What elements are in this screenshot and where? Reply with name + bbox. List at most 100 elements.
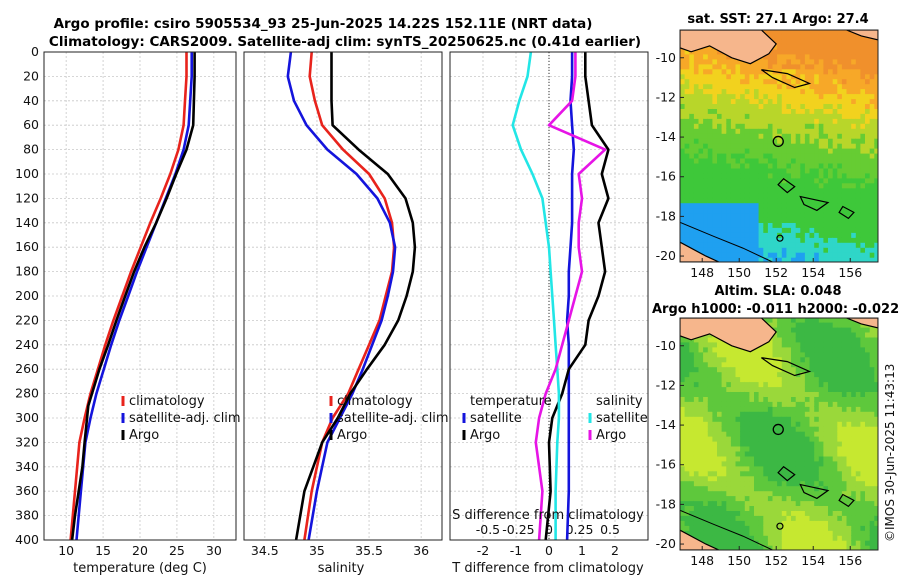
map-cell	[777, 227, 783, 233]
map-cell	[837, 396, 843, 402]
map-cell	[846, 411, 852, 417]
map-cell	[777, 148, 783, 154]
map-cell	[791, 172, 797, 179]
y-tick-label: 80	[23, 142, 39, 157]
map-cell	[703, 336, 709, 343]
map-cell	[823, 172, 829, 179]
map-cell	[823, 535, 829, 541]
map-cell	[874, 98, 878, 104]
map-cell	[749, 212, 755, 218]
map-cell	[767, 505, 774, 511]
map-cell	[804, 326, 811, 333]
map-cell	[703, 157, 709, 164]
map-cell	[684, 167, 690, 174]
map-cell	[865, 138, 871, 144]
map-cell	[735, 530, 741, 536]
map-cell	[717, 351, 723, 358]
map-cell	[814, 93, 820, 100]
map-cell	[860, 500, 866, 506]
map-cell	[874, 331, 878, 338]
map-cell	[754, 361, 760, 368]
map-cell	[851, 386, 857, 392]
map-cell	[703, 53, 709, 60]
map-cell	[814, 376, 820, 383]
map-cell	[707, 436, 713, 442]
map-cell	[730, 500, 737, 506]
map-cell	[869, 351, 875, 358]
map-cell	[740, 426, 746, 432]
map-cell	[693, 356, 700, 363]
map-cell	[841, 465, 848, 472]
map-cell	[772, 48, 778, 55]
map-cell	[846, 192, 852, 199]
map-cell	[837, 30, 843, 35]
map-cell	[712, 440, 718, 447]
map-cell	[730, 68, 737, 75]
map-cell	[865, 530, 871, 536]
map-cell	[781, 232, 787, 238]
map-cell	[869, 103, 875, 109]
map-cell	[703, 351, 709, 358]
map-cell	[841, 252, 848, 258]
map-cell	[740, 98, 746, 104]
map-cell	[758, 58, 764, 65]
map-cell	[795, 421, 801, 427]
map-cell	[865, 152, 871, 159]
map-cell	[800, 128, 806, 134]
map-cell	[744, 401, 750, 407]
map-cell	[804, 406, 811, 412]
map-cell	[767, 540, 774, 546]
map-cell	[717, 192, 723, 199]
map-cell	[740, 143, 746, 149]
map-cell	[740, 431, 746, 437]
map-cell	[786, 83, 792, 90]
map-cell	[749, 535, 755, 541]
map-cell	[814, 167, 820, 174]
map-cell	[680, 431, 686, 437]
map-cell	[758, 177, 764, 184]
map-cell	[841, 318, 848, 323]
map-cell	[777, 530, 783, 536]
map-cell	[772, 113, 778, 119]
map-cell	[763, 197, 769, 204]
map-cell	[791, 520, 797, 526]
map-cell	[721, 445, 727, 452]
map-cell	[730, 545, 737, 550]
map-cell	[744, 495, 750, 502]
map-cell	[823, 237, 829, 243]
map-cell	[837, 247, 843, 253]
map-cell	[809, 445, 815, 452]
map-cell	[846, 431, 852, 437]
map-cell	[814, 172, 820, 179]
map-cell	[860, 128, 866, 134]
map-cell	[832, 520, 838, 526]
map-cell	[809, 152, 815, 159]
map-cell	[860, 98, 866, 104]
map-cell	[837, 322, 843, 328]
map-cell	[832, 30, 838, 35]
map-cell	[828, 356, 834, 363]
map-cell	[800, 386, 806, 392]
map-cell	[712, 172, 718, 179]
map-cell	[832, 93, 838, 100]
map-cell	[841, 450, 848, 457]
map-cell	[828, 167, 834, 174]
map-cell	[795, 386, 801, 392]
map-cell	[758, 63, 764, 70]
map-cell	[767, 128, 774, 134]
map-cell	[767, 187, 774, 194]
map-cell	[717, 157, 723, 164]
map-cell	[791, 381, 797, 388]
map-cell	[855, 490, 861, 497]
map-cell	[703, 500, 709, 506]
map-cell	[703, 207, 709, 214]
map-cell	[860, 108, 866, 114]
map-cell	[851, 351, 857, 358]
map-cell	[874, 202, 878, 209]
map-cell	[726, 450, 732, 457]
map-cell	[749, 485, 755, 492]
map-cell	[754, 401, 760, 407]
map-cell	[791, 118, 797, 124]
map-cell	[786, 411, 792, 417]
map-cell	[837, 88, 843, 95]
